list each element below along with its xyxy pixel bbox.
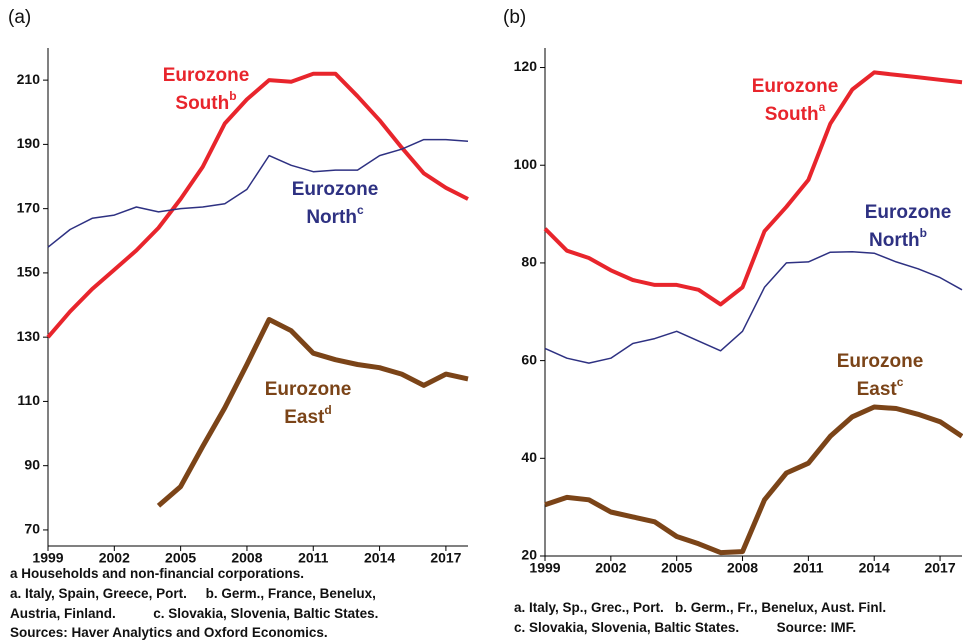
y-tick-label: 40 xyxy=(521,449,537,465)
series-line xyxy=(47,138,469,248)
y-tick-label: 190 xyxy=(17,135,41,151)
y-tick-label: 150 xyxy=(17,264,41,280)
annotation: Eurozone xyxy=(292,179,379,200)
x-tick-label: 2014 xyxy=(859,560,890,576)
x-tick-label: 2017 xyxy=(924,560,955,576)
x-tick-label: 2014 xyxy=(364,550,395,566)
x-tick-label: 2002 xyxy=(595,560,626,576)
y-tick-label: 100 xyxy=(514,156,538,172)
annotation-line: North xyxy=(306,207,357,228)
series-line xyxy=(156,317,469,508)
annotation-sup: a xyxy=(819,100,826,114)
footnote: Sources: Haver Analytics and Oxford Econ… xyxy=(10,625,328,640)
annotation-line: South xyxy=(175,93,229,114)
x-tick-label: 2011 xyxy=(793,560,824,576)
annotation-sup: d xyxy=(324,403,331,417)
footnote: c. Slovakia, Slovenia, Baltic States. So… xyxy=(514,620,856,635)
y-tick-label: 210 xyxy=(17,71,41,87)
x-tick-label: 1999 xyxy=(529,560,560,576)
annotation-sup: b xyxy=(920,226,927,240)
y-tick-label: 20 xyxy=(521,547,537,563)
y-tick-label: 70 xyxy=(24,521,40,537)
y-tick-label: 60 xyxy=(521,351,537,367)
y-tick-label: 170 xyxy=(17,199,41,215)
x-tick-label: 2005 xyxy=(661,560,692,576)
footnote: a Households and non-financial corporati… xyxy=(10,566,304,581)
series-line xyxy=(544,404,963,556)
x-tick-label: 2008 xyxy=(231,550,262,566)
footnote: Austria, Finland. c. Slovakia, Slovenia,… xyxy=(10,606,378,621)
annotation: Eastc xyxy=(857,375,904,400)
annotation: Eurozone xyxy=(265,379,352,400)
x-tick-label: 1999 xyxy=(32,550,63,566)
annotation: Eastd xyxy=(284,403,331,428)
annotation: Eurozone xyxy=(865,202,952,223)
x-tick-label: 2011 xyxy=(298,550,329,566)
annotation-sup: b xyxy=(229,89,236,103)
y-tick-label: 80 xyxy=(521,254,537,270)
annotation-sup: c xyxy=(897,375,904,389)
annotation: Eurozone xyxy=(163,65,250,86)
annotation: Northc xyxy=(306,203,364,228)
series-line xyxy=(46,71,469,339)
annotation: Northb xyxy=(869,226,927,251)
series-line xyxy=(543,70,963,307)
annotation: Southa xyxy=(765,100,826,125)
annotation: Eurozone xyxy=(837,351,924,372)
annotation-line: North xyxy=(869,230,920,251)
panel-label: (a) xyxy=(8,7,31,28)
series-line xyxy=(544,250,963,364)
x-tick-label: 2005 xyxy=(165,550,196,566)
annotation-line: East xyxy=(857,379,898,400)
annotation: Southb xyxy=(175,89,236,114)
x-tick-label: 2002 xyxy=(99,550,130,566)
y-tick-label: 110 xyxy=(17,392,40,408)
footnote: a. Italy, Sp., Grec., Port. b. Germ., Fr… xyxy=(514,600,886,615)
annotation-line: East xyxy=(284,407,325,428)
panel-label: (b) xyxy=(503,7,526,28)
x-tick-label: 2017 xyxy=(430,550,461,566)
x-tick-label: 2008 xyxy=(727,560,758,576)
y-tick-label: 90 xyxy=(24,456,40,472)
y-tick-label: 130 xyxy=(17,328,41,344)
annotation: Eurozone xyxy=(752,76,839,97)
annotation-sup: c xyxy=(357,203,364,217)
y-tick-label: 120 xyxy=(514,58,538,74)
footnote: a. Italy, Spain, Greece, Port. b. Germ.,… xyxy=(10,586,376,601)
annotation-line: South xyxy=(765,104,819,125)
